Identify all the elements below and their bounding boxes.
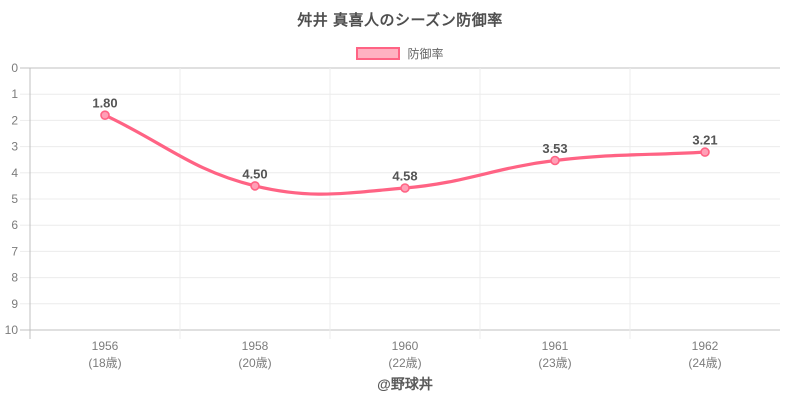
chart-title: 舛井 真喜人のシーズン防御率 (297, 12, 503, 29)
y-tick-label: 7 (11, 244, 18, 258)
x-tick-label: 1962 (692, 339, 719, 353)
y-tick-label: 8 (11, 271, 18, 285)
y-tick-label: 10 (5, 323, 19, 337)
data-point[interactable] (100, 110, 110, 120)
data-point-label: 1.80 (92, 96, 117, 111)
y-tick-label: 3 (11, 140, 18, 154)
x-tick-sublabel: (24歳) (688, 356, 721, 370)
data-point-label: 3.21 (692, 133, 717, 148)
x-tick-sublabel: (18歳) (88, 356, 121, 370)
x-tick-sublabel: (23歳) (538, 356, 571, 370)
y-tick-label: 4 (11, 166, 18, 180)
data-point-label: 4.58 (392, 169, 417, 184)
data-point[interactable] (700, 147, 710, 157)
x-tick-sublabel: (20歳) (238, 356, 271, 370)
legend[interactable]: 防御率 (0, 45, 800, 62)
legend-label: 防御率 (407, 47, 444, 61)
x-tick-label: 1958 (242, 339, 269, 353)
y-tick-label: 0 (11, 61, 18, 75)
data-point[interactable] (550, 155, 560, 166)
data-point-label: 4.50 (242, 166, 267, 181)
watermark: @野球丼 (377, 376, 433, 392)
data-point[interactable] (250, 181, 260, 191)
data-point[interactable] (400, 183, 410, 193)
x-tick-label: 1960 (392, 339, 419, 353)
x-tick-label: 1956 (92, 339, 119, 353)
y-tick-label: 2 (11, 113, 18, 127)
data-point-label: 3.53 (542, 141, 567, 156)
y-tick-label: 1 (11, 87, 18, 101)
y-tick-label: 5 (11, 192, 18, 206)
legend-color-swatch (356, 47, 401, 60)
x-tick-label: 1961 (542, 339, 569, 353)
x-tick-sublabel: (22歳) (388, 356, 421, 370)
y-tick-label: 9 (11, 297, 18, 311)
y-tick-label: 6 (11, 218, 18, 232)
